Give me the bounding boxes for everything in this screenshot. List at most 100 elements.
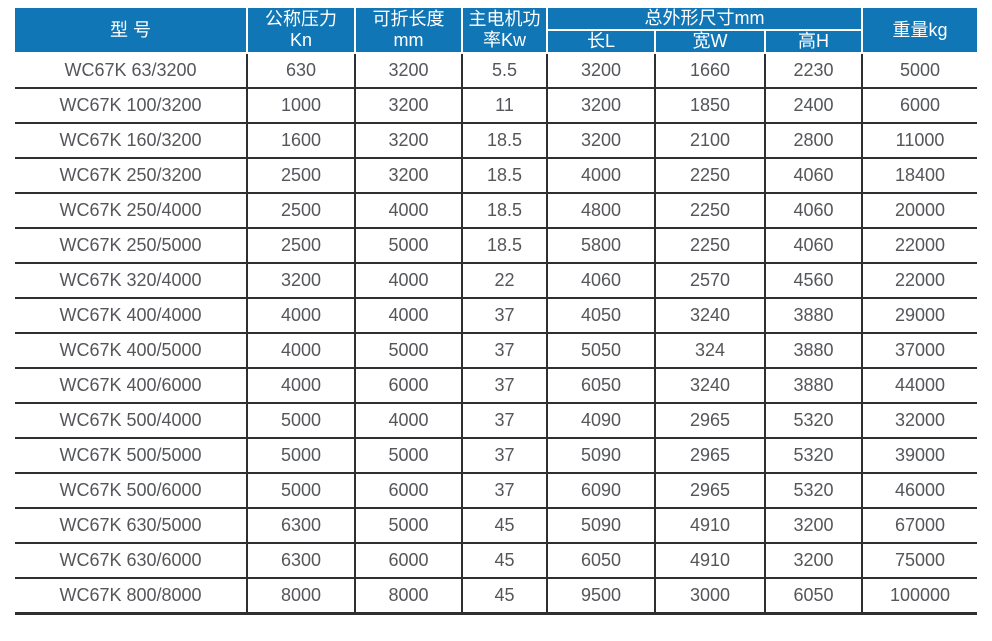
cell-dim-height: 3200 [763, 508, 863, 544]
cell-weight: 6000 [861, 88, 978, 124]
cell-nominal-pressure: 6300 [246, 508, 355, 544]
cell-fold-length: 3200 [354, 88, 462, 124]
cell-weight: 67000 [861, 508, 978, 544]
cell-nominal-pressure: 2500 [246, 158, 355, 194]
table-row: WC67K 630/6000 6300 6000 45 6050 4910 32… [15, 543, 978, 579]
cell-nominal-pressure: 6300 [246, 543, 355, 579]
cell-dim-height: 4060 [763, 193, 863, 229]
cell-model: WC67K 630/6000 [15, 543, 247, 579]
cell-fold-length: 5000 [354, 508, 462, 544]
cell-motor-power: 22 [461, 263, 547, 299]
cell-fold-length: 6000 [354, 543, 462, 579]
cell-model: WC67K 400/5000 [15, 333, 247, 369]
header-model: 型 号 [15, 8, 248, 54]
cell-motor-power: 18.5 [461, 123, 547, 159]
cell-motor-power: 5.5 [461, 53, 547, 89]
table-row: WC67K 160/3200 1600 3200 18.5 3200 2100 … [15, 123, 978, 159]
cell-weight: 44000 [861, 368, 978, 404]
cell-dim-height: 6050 [763, 578, 863, 615]
header-dim-width: 宽W [654, 29, 766, 54]
cell-dim-length: 4000 [546, 158, 655, 194]
cell-nominal-pressure: 2500 [246, 228, 355, 264]
cell-dim-height: 4060 [763, 228, 863, 264]
cell-dim-length: 6090 [546, 473, 655, 509]
header-model-label: 型 号 [109, 19, 151, 40]
table-row: WC67K 630/5000 6300 5000 45 5090 4910 32… [15, 508, 978, 544]
table-row: WC67K 100/3200 1000 3200 11 3200 1850 24… [15, 88, 978, 124]
cell-model: WC67K 63/3200 [15, 53, 247, 89]
cell-model: WC67K 500/4000 [15, 403, 247, 439]
cell-dim-width: 2100 [654, 123, 765, 159]
cell-dim-length: 4090 [546, 403, 655, 439]
cell-dim-length: 5090 [546, 438, 655, 474]
cell-model: WC67K 250/4000 [15, 193, 247, 229]
cell-dim-height: 3880 [763, 298, 863, 334]
table-header: 型 号 公称压力 Kn 可折长度 mm 主电机功 率Kw 总外形尺寸mm 重量k… [15, 8, 978, 54]
cell-model: WC67K 250/5000 [15, 228, 247, 264]
cell-dim-width: 324 [654, 333, 765, 369]
cell-weight: 37000 [861, 333, 978, 369]
cell-model: WC67K 160/3200 [15, 123, 247, 159]
cell-nominal-pressure: 5000 [246, 438, 355, 474]
cell-weight: 100000 [861, 578, 978, 615]
cell-model: WC67K 320/4000 [15, 263, 247, 299]
cell-fold-length: 5000 [354, 438, 462, 474]
cell-nominal-pressure: 1600 [246, 123, 355, 159]
header-motor-power-line1: 主电机功 [468, 9, 541, 29]
table-row: WC67K 500/6000 5000 6000 37 6090 2965 53… [15, 473, 978, 509]
cell-dim-width: 3240 [654, 368, 765, 404]
cell-motor-power: 18.5 [461, 228, 547, 264]
cell-motor-power: 37 [461, 438, 547, 474]
cell-nominal-pressure: 1000 [246, 88, 355, 124]
cell-nominal-pressure: 4000 [246, 333, 355, 369]
cell-fold-length: 5000 [354, 228, 462, 264]
cell-dim-height: 4060 [763, 158, 863, 194]
table-row: WC67K 250/5000 2500 5000 18.5 5800 2250 … [15, 228, 978, 264]
cell-motor-power: 37 [461, 333, 547, 369]
cell-dim-width: 1850 [654, 88, 765, 124]
cell-dim-height: 5320 [763, 473, 863, 509]
cell-dim-height: 2230 [763, 53, 863, 89]
cell-dim-width: 2250 [654, 158, 765, 194]
cell-dim-length: 4050 [546, 298, 655, 334]
cell-dim-width: 2965 [654, 438, 765, 474]
cell-weight: 75000 [861, 543, 978, 579]
cell-weight: 29000 [861, 298, 978, 334]
cell-model: WC67K 630/5000 [15, 508, 247, 544]
cell-nominal-pressure: 630 [246, 53, 355, 89]
table-row: WC67K 250/4000 2500 4000 18.5 4800 2250 … [15, 193, 978, 229]
table-row: WC67K 400/6000 4000 6000 37 6050 3240 38… [15, 368, 978, 404]
cell-weight: 5000 [861, 53, 978, 89]
header-weight: 重量kg [861, 8, 978, 54]
cell-fold-length: 6000 [354, 368, 462, 404]
cell-nominal-pressure: 4000 [246, 298, 355, 334]
cell-weight: 22000 [861, 228, 978, 264]
cell-model: WC67K 100/3200 [15, 88, 247, 124]
cell-dim-length: 9500 [546, 578, 655, 615]
cell-nominal-pressure: 8000 [246, 578, 355, 615]
cell-model: WC67K 400/4000 [15, 298, 247, 334]
cell-nominal-pressure: 5000 [246, 403, 355, 439]
cell-fold-length: 5000 [354, 333, 462, 369]
cell-model: WC67K 500/6000 [15, 473, 247, 509]
header-fold-length-line2: mm [393, 30, 424, 50]
cell-dim-length: 4800 [546, 193, 655, 229]
table-row: WC67K 800/8000 8000 8000 45 9500 3000 60… [15, 578, 978, 615]
cell-dim-width: 3240 [654, 298, 765, 334]
cell-weight: 46000 [861, 473, 978, 509]
table-row: WC67K 500/4000 5000 4000 37 4090 2965 53… [15, 403, 978, 439]
cell-dim-height: 3880 [763, 333, 863, 369]
table-body: WC67K 63/3200 630 3200 5.5 3200 1660 223… [15, 53, 978, 615]
cell-dim-height: 3880 [763, 368, 863, 404]
cell-nominal-pressure: 4000 [246, 368, 355, 404]
header-pressure-line1: 公称压力 [265, 9, 337, 29]
cell-dim-length: 5050 [546, 333, 655, 369]
cell-dim-length: 6050 [546, 543, 655, 579]
cell-dim-length: 3200 [546, 53, 655, 89]
header-pressure-line2: Kn [289, 30, 313, 50]
header-motor-power-line2: 率Kw [482, 30, 526, 50]
header-motor-power: 主电机功 率Kw [461, 8, 548, 54]
cell-dim-height: 5320 [763, 438, 863, 474]
cell-dim-width: 3000 [654, 578, 765, 615]
